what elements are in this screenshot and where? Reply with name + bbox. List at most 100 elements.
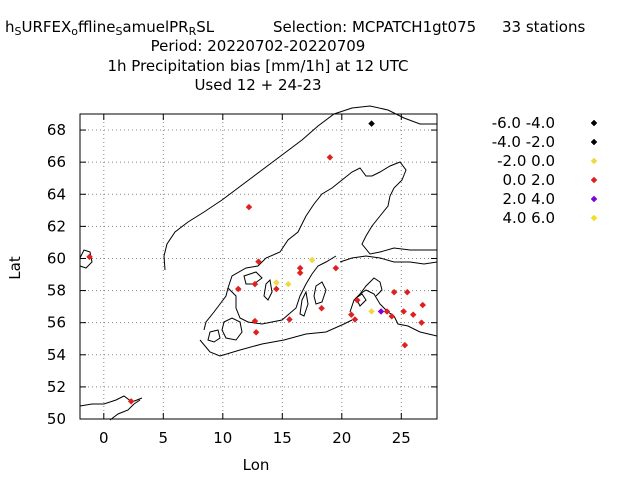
station-point <box>318 304 325 312</box>
station-point <box>388 312 396 320</box>
coastline-denmark <box>203 287 229 331</box>
station-point <box>251 280 259 288</box>
title-segment: amuelPR <box>122 18 188 36</box>
station-point <box>403 288 411 296</box>
title-subscript: S <box>115 25 122 38</box>
island-gotland <box>313 281 327 305</box>
station-point <box>368 120 375 127</box>
station-point <box>272 279 280 286</box>
station-point <box>308 256 316 264</box>
legend-label: -4.0 -2.0 <box>492 133 555 151</box>
legend-marker <box>590 195 598 203</box>
y-tick-label: 68 <box>47 121 66 139</box>
title-stations: 33 stations <box>502 18 585 36</box>
title-selection: Selection: MCPATCH1gt075 <box>273 18 476 36</box>
plot-frame <box>79 113 438 420</box>
station-point <box>255 258 262 266</box>
title-period: Period: 20220702-20220709 <box>151 37 366 55</box>
station-point <box>419 301 427 309</box>
y-tick-label: 52 <box>47 378 66 396</box>
station-point <box>127 397 135 405</box>
coastline-france <box>109 399 141 421</box>
grid-lines <box>80 114 437 420</box>
station-point <box>377 308 385 315</box>
y-tick-label: 60 <box>47 249 66 267</box>
plot-area: 0 5 10 15 20 25 50 52 54 56 58 60 62 64 66 68 <box>47 105 438 447</box>
legend-marker <box>590 138 598 146</box>
axis-ticks: 0 5 10 15 20 25 50 52 54 56 58 60 62 64 66 68 <box>47 114 437 447</box>
station-point <box>401 341 409 349</box>
island-saaremaa <box>355 293 367 307</box>
station-point <box>272 285 280 293</box>
y-axis-label: Lat <box>6 256 24 280</box>
station-point <box>234 285 242 293</box>
chart-title: hSURFEXofflineSamuelPRRSL Selection: MCP… <box>5 18 585 94</box>
station-point <box>245 203 253 211</box>
title-used: Used 12 + 24-23 <box>194 76 321 94</box>
legend-marker <box>590 214 598 222</box>
coastline-baltics <box>349 289 438 337</box>
coastline-finland-south <box>339 255 438 265</box>
y-tick-label: 58 <box>47 282 66 300</box>
lake-vanern <box>243 271 263 285</box>
x-tick-label: 15 <box>273 429 292 447</box>
coastline-scandinavia <box>163 105 437 271</box>
x-tick-label: 20 <box>332 429 351 447</box>
station-point <box>383 308 391 315</box>
title-subscript: R <box>189 25 197 38</box>
station-point <box>368 308 375 315</box>
y-tick-label: 50 <box>47 410 66 428</box>
coastline-germany-poland <box>199 319 353 357</box>
legend-marker <box>590 119 598 127</box>
x-tick-label: 5 <box>159 429 169 447</box>
title-segment: URFEX <box>22 18 72 36</box>
station-point <box>86 253 93 261</box>
title-subscript: S <box>15 25 22 38</box>
x-axis-label: Lon <box>243 456 270 474</box>
station-point <box>390 288 398 296</box>
title-subscript: o <box>71 25 78 38</box>
island-oland <box>299 290 309 317</box>
title-segment: ffline <box>78 18 115 36</box>
station-point <box>418 319 425 327</box>
title-segment: h <box>5 18 15 36</box>
coastline-sweden-south <box>227 255 337 325</box>
station-point <box>347 311 355 319</box>
title-parameter: 1h Precipitation bias [mm/1h] at 12 UTC <box>107 57 408 75</box>
x-tick-label: 25 <box>392 429 411 447</box>
station-point <box>296 269 304 277</box>
y-tick-label: 54 <box>47 346 66 364</box>
station-point <box>251 317 259 325</box>
legend-label: 4.0 6.0 <box>503 209 555 227</box>
y-tick-label: 62 <box>47 217 66 235</box>
station-point <box>400 308 408 315</box>
station-markers <box>86 120 427 405</box>
legend-label: 0.0 2.0 <box>503 171 555 189</box>
y-tick-label: 56 <box>47 314 66 332</box>
y-tick-label: 64 <box>47 185 66 203</box>
x-tick-label: 0 <box>99 429 109 447</box>
island-funen <box>207 329 221 343</box>
legend-marker <box>590 176 598 184</box>
x-tick-label: 10 <box>213 429 232 447</box>
station-point <box>332 264 340 272</box>
station-point <box>286 316 293 323</box>
legend-label: -6.0 -4.0 <box>492 114 555 132</box>
title-line-1: hSURFEXofflineSamuelPRRSL <box>5 18 215 38</box>
station-point <box>252 328 260 336</box>
island-zealand <box>221 317 243 341</box>
title-segment: SL <box>196 18 215 36</box>
coastline-gulf-of-bothnia <box>227 161 437 289</box>
station-point <box>353 296 361 304</box>
legend-marker <box>590 157 598 165</box>
y-tick-label: 66 <box>47 153 66 171</box>
coastline-gulf-of-riga <box>359 277 383 297</box>
legend: -6.0 -4.0-4.0 -2.0-2.0 0.00.0 2.02.0 4.0… <box>492 114 598 227</box>
station-point <box>284 280 292 288</box>
station-point <box>326 153 334 161</box>
legend-label: 2.0 4.0 <box>503 190 555 208</box>
legend-label: -2.0 0.0 <box>497 152 555 170</box>
station-point <box>409 311 417 319</box>
station-point <box>351 316 359 323</box>
